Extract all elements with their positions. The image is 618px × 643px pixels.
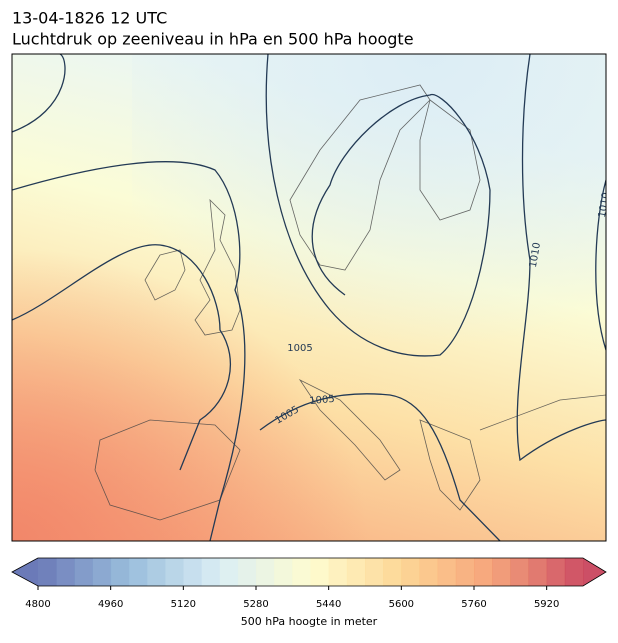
- colorbar-segment: [128, 558, 148, 586]
- colorbar-segment: [383, 558, 402, 586]
- colorbar-segment: [237, 558, 257, 586]
- colorbar-segment: [74, 558, 93, 586]
- colorbar-segment: [274, 558, 293, 586]
- contour-label: 1010: [597, 192, 612, 219]
- colorbar-segment: [292, 558, 311, 586]
- colorbar-extend-high: [583, 558, 606, 586]
- isobars: [12, 54, 606, 541]
- colorbar-label: 500 hPa hoogte in meter: [241, 615, 378, 628]
- colorbar-outline: [11, 557, 607, 587]
- colorbar-segment: [92, 558, 112, 586]
- colorbar-segment: [219, 558, 239, 586]
- colorbar-segment: [510, 558, 529, 586]
- colorbar-segment: [528, 558, 548, 586]
- colorbar-extend-low: [12, 558, 38, 586]
- colorbar-tick-label: 5280: [243, 599, 268, 610]
- colorbar-segment: [183, 558, 202, 586]
- contour-label: 1010: [528, 242, 543, 269]
- colorbar-segment: [437, 558, 457, 586]
- title-date: 13-04-1826 12 UTC: [12, 9, 167, 28]
- colorbar-segment: [546, 558, 566, 586]
- colorbar-tick-label: 4960: [98, 599, 123, 610]
- colorbar-tick-label: 5120: [171, 599, 196, 610]
- colorbar-segment: [365, 558, 384, 586]
- contour-label: 1005: [309, 394, 335, 407]
- colorbar-segment: [147, 558, 166, 586]
- colorbar-segment: [256, 558, 275, 586]
- colorbar-segment: [492, 558, 511, 586]
- map-frame: [11, 53, 607, 542]
- colorbar-tick-label: 4800: [25, 599, 50, 610]
- colorbar-segment: [38, 558, 57, 586]
- colorbar-segment: [201, 558, 221, 586]
- colorbar-tick-label: 5760: [461, 599, 486, 610]
- colorbar-segment: [310, 558, 330, 586]
- colorbar-segment: [419, 558, 439, 586]
- colorbar-segment: [455, 558, 475, 586]
- title: Luchtdruk op zeeniveau in hPa en 500 hPa…: [12, 30, 414, 49]
- colorbar-segment: [401, 558, 420, 586]
- colorbar-segment: [474, 558, 493, 586]
- contour-label: 1005: [287, 343, 312, 354]
- colorbar-segment: [564, 558, 584, 586]
- colorbar-segment: [328, 558, 348, 586]
- colorbar-tick-label: 5600: [389, 599, 414, 610]
- colorbar: 4800 4960 5120 5280 5440 5600 5760 5920: [11, 557, 607, 610]
- colorbar-segment: [165, 558, 184, 586]
- colorbar-segment: [110, 558, 130, 586]
- colorbar-tick-label: 5920: [534, 599, 559, 610]
- colorbar-segment: [56, 558, 75, 586]
- colorbar-tick-label: 5440: [316, 599, 341, 610]
- colorbar-segment: [346, 558, 366, 586]
